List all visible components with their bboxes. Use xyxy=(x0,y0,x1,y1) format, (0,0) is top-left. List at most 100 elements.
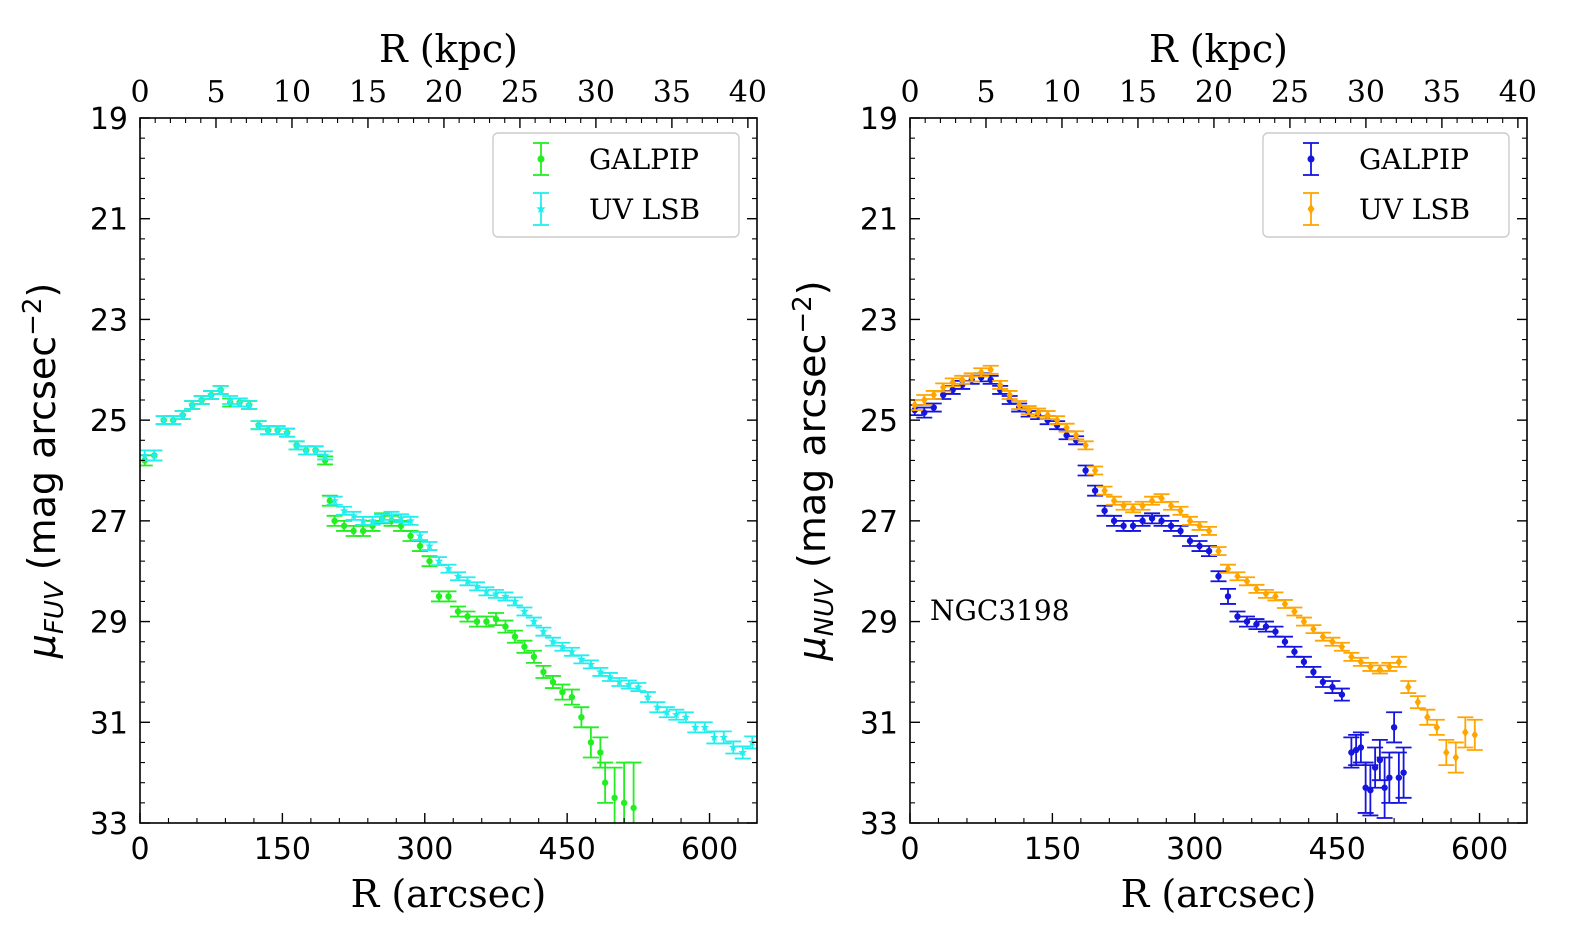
data-point xyxy=(1438,739,1455,766)
data-point xyxy=(345,510,362,521)
marker xyxy=(1310,624,1317,634)
data-point xyxy=(649,701,666,714)
marker xyxy=(273,425,282,434)
y-axis-title: μFUV (mag arcsec−2) xyxy=(18,283,70,660)
legend-entry: GALPIP xyxy=(1303,142,1469,176)
marker xyxy=(1063,422,1070,433)
marker xyxy=(1319,678,1327,686)
data-point xyxy=(916,406,933,419)
marker xyxy=(282,428,292,437)
data-point xyxy=(1172,524,1189,537)
data-point xyxy=(1333,641,1350,652)
marker xyxy=(1158,493,1165,503)
data-point xyxy=(1257,588,1274,599)
y-axis-title-subscript: FUV xyxy=(40,580,70,634)
data-point xyxy=(1011,400,1028,410)
marker xyxy=(529,617,539,626)
data-point xyxy=(326,514,343,527)
data-point xyxy=(336,519,353,532)
data-point xyxy=(677,711,694,724)
legend-label: GALPIP xyxy=(589,143,699,176)
marker xyxy=(1091,487,1099,494)
marker xyxy=(1006,390,1013,400)
data-point xyxy=(1238,615,1255,628)
marker xyxy=(601,779,609,786)
chart-panel-right: 0 150 300 450 600 0 5 10 15 20 25 30 35 40 19 21 23 25 27 2… xyxy=(788,27,1537,916)
data-point xyxy=(1371,664,1388,675)
marker xyxy=(482,586,491,595)
marker xyxy=(387,511,396,520)
marker xyxy=(1433,722,1441,733)
x-tick-label: 150 xyxy=(254,832,311,867)
x2-tick-label: 40 xyxy=(729,75,767,110)
data-point xyxy=(1357,761,1374,814)
data-point xyxy=(658,706,675,719)
data-point xyxy=(506,596,523,607)
data-point xyxy=(1390,655,1407,668)
marker xyxy=(359,527,367,535)
data-point xyxy=(1343,651,1360,662)
marker xyxy=(1338,691,1346,698)
legend: GALPIP UV LSB xyxy=(492,132,740,238)
x-axis-title: R (arcsec) xyxy=(1121,872,1317,916)
data-point xyxy=(1286,606,1303,617)
marker xyxy=(1034,407,1042,418)
x2-axis-title: R (kpc) xyxy=(1149,27,1288,71)
marker xyxy=(521,643,528,650)
marker xyxy=(216,385,225,394)
marker xyxy=(630,804,637,812)
marker xyxy=(149,450,159,460)
data-point xyxy=(412,540,429,552)
data-point xyxy=(1314,676,1331,688)
marker xyxy=(326,497,334,504)
data-point xyxy=(611,677,628,687)
marker xyxy=(1101,485,1108,496)
marker xyxy=(1262,623,1270,630)
marker xyxy=(738,748,748,757)
marker xyxy=(1471,730,1478,740)
y-tick-label: 25 xyxy=(860,404,898,439)
marker xyxy=(1196,521,1203,531)
data-point xyxy=(241,400,258,410)
data-point xyxy=(535,626,552,637)
marker xyxy=(1272,591,1279,602)
data-point xyxy=(1276,635,1293,648)
marker xyxy=(1414,697,1422,707)
marker xyxy=(1110,517,1118,525)
data-point xyxy=(1305,665,1322,678)
marker xyxy=(168,415,178,424)
y-axis-title-symbol: μ xyxy=(20,634,64,659)
marker xyxy=(501,591,510,601)
marker xyxy=(691,722,700,731)
marker xyxy=(586,659,596,668)
data-point xyxy=(1390,751,1407,804)
x-tick-label: 450 xyxy=(539,832,596,867)
marker xyxy=(1452,752,1460,763)
y-axis-title-close: ) xyxy=(790,280,834,295)
x-tick-label: 450 xyxy=(1309,832,1366,867)
data-point xyxy=(963,372,980,383)
data-point xyxy=(516,606,533,617)
y-tick-label: 29 xyxy=(90,606,128,641)
series-uv-lsb xyxy=(140,384,757,760)
data-point xyxy=(203,390,220,400)
data-point xyxy=(601,672,618,682)
marker xyxy=(502,623,509,630)
x-tick-label: 600 xyxy=(681,832,738,867)
marker xyxy=(491,589,501,598)
data-point xyxy=(1115,500,1132,511)
marker xyxy=(396,513,406,522)
marker xyxy=(330,496,339,505)
data-point xyxy=(497,591,514,602)
data-point xyxy=(468,581,485,592)
marker xyxy=(511,633,519,640)
data-point xyxy=(725,740,742,755)
data-point xyxy=(1324,636,1341,647)
data-point xyxy=(1201,526,1218,536)
marker xyxy=(1291,606,1298,617)
data-point xyxy=(1362,764,1379,817)
data-point xyxy=(582,726,599,759)
marker xyxy=(1319,631,1327,642)
marker xyxy=(1357,657,1365,667)
x2-tick-label: 5 xyxy=(976,75,995,110)
